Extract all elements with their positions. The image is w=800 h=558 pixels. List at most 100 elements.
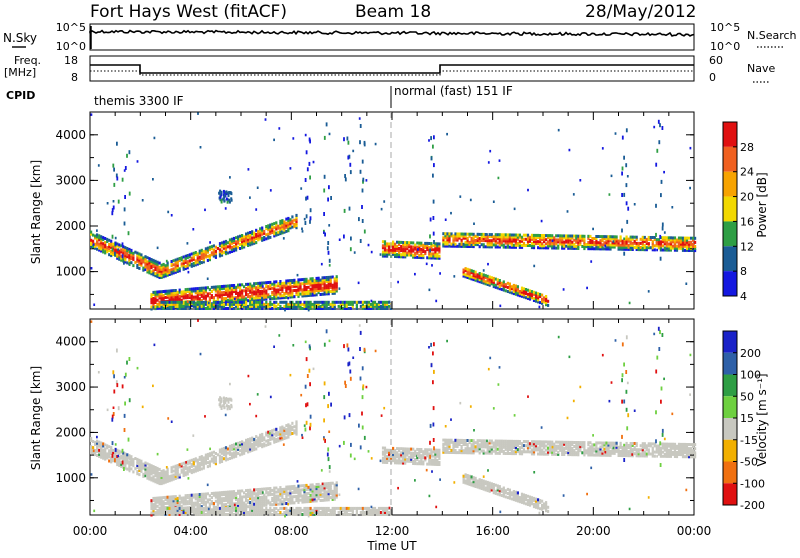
power-cell xyxy=(203,250,205,253)
power-cell xyxy=(397,281,399,284)
velocity-cell xyxy=(523,448,525,451)
velocity-cell xyxy=(497,452,499,455)
power-cell xyxy=(662,227,664,231)
power-cell xyxy=(146,260,148,263)
power-cell xyxy=(108,253,110,256)
power-cell xyxy=(181,305,183,308)
power-cell xyxy=(113,200,115,203)
power-cell xyxy=(211,251,213,254)
velocity-cell xyxy=(273,429,275,432)
power-cell xyxy=(122,178,124,182)
velocity-cell xyxy=(104,443,106,446)
power-cell xyxy=(488,161,490,164)
velocity-cell xyxy=(265,432,267,435)
velocity-cell xyxy=(269,442,271,445)
velocity-cell xyxy=(223,503,225,506)
power-cell xyxy=(138,267,140,270)
velocity-cell xyxy=(259,488,261,491)
power-cell xyxy=(648,242,650,245)
velocity-cell xyxy=(398,447,400,450)
velocity-cell xyxy=(249,489,251,492)
power-cell xyxy=(525,288,527,291)
power-cell xyxy=(432,145,434,149)
power-cell xyxy=(416,242,418,245)
power-cell xyxy=(171,301,173,304)
power-cell xyxy=(161,301,163,304)
power-cell xyxy=(547,300,549,303)
power-cell xyxy=(507,286,509,289)
power-cell xyxy=(439,272,441,275)
freq-tick-bottom-left: 8 xyxy=(71,71,78,84)
power-cell xyxy=(448,245,450,248)
power-cell xyxy=(424,242,426,245)
velocity-cell xyxy=(102,449,104,452)
power-cell xyxy=(514,208,516,211)
velocity-cell xyxy=(293,501,295,504)
power-cell xyxy=(465,241,467,244)
power-cell xyxy=(175,289,177,292)
power-cell xyxy=(257,301,259,304)
velocity-cell xyxy=(332,490,334,493)
power-cell xyxy=(587,235,589,238)
power-cell xyxy=(654,248,656,251)
power-cell xyxy=(187,294,189,297)
power-cell xyxy=(601,243,603,246)
power-cell xyxy=(362,189,364,193)
power-cell xyxy=(283,220,285,223)
power-cell xyxy=(112,243,114,246)
power-cell xyxy=(360,124,362,128)
power-cell xyxy=(499,233,501,236)
power-cell xyxy=(124,195,126,199)
power-cell xyxy=(388,243,390,246)
power-cell xyxy=(129,150,131,154)
power-cell xyxy=(299,282,301,285)
power-cell xyxy=(295,301,297,304)
power-cell xyxy=(694,241,696,244)
velocity-cell xyxy=(235,492,237,495)
power-cell xyxy=(567,210,569,213)
power-cell xyxy=(634,236,636,239)
date-label: 28/May/2012 xyxy=(585,2,697,22)
power-cell xyxy=(287,279,289,282)
power-cell xyxy=(597,241,599,244)
power-cell xyxy=(154,260,156,263)
velocity-cell xyxy=(316,499,318,502)
velocity-cell xyxy=(217,492,219,495)
velocity-cell xyxy=(285,428,287,431)
power-cell xyxy=(161,290,163,293)
power-cell xyxy=(306,214,308,218)
velocity-cell xyxy=(273,433,275,436)
velocity-cell xyxy=(181,469,183,472)
power-cell xyxy=(382,301,384,304)
velocity-cell xyxy=(420,454,422,457)
power-cell xyxy=(273,301,275,304)
power-cell xyxy=(416,246,418,249)
velocity-cell xyxy=(193,502,195,505)
power-cell xyxy=(435,300,437,303)
power-cell xyxy=(261,227,263,230)
velocity-cell xyxy=(322,493,324,496)
power-cell xyxy=(316,277,318,280)
power-cell xyxy=(503,233,505,236)
power-cell xyxy=(207,278,209,281)
power-cell xyxy=(461,233,463,236)
velocity-cell xyxy=(181,497,183,500)
velocity-cell xyxy=(456,439,458,442)
velocity-cell xyxy=(293,495,295,498)
power-cell xyxy=(497,287,499,290)
power-cell xyxy=(313,161,315,164)
power-cell xyxy=(305,286,307,289)
velocity-cell xyxy=(287,423,289,426)
velocity-cell xyxy=(215,500,217,503)
power-cell xyxy=(223,297,225,300)
power-cell xyxy=(227,303,229,306)
velocity-cell xyxy=(253,503,255,506)
power-cell xyxy=(195,296,197,299)
power-cell xyxy=(223,303,225,306)
power-cell xyxy=(360,239,362,243)
power-cell xyxy=(519,290,521,293)
power-cell xyxy=(299,278,301,281)
power-cell xyxy=(517,242,519,245)
velocity-cell xyxy=(187,500,189,503)
velocity-cell xyxy=(100,442,102,445)
